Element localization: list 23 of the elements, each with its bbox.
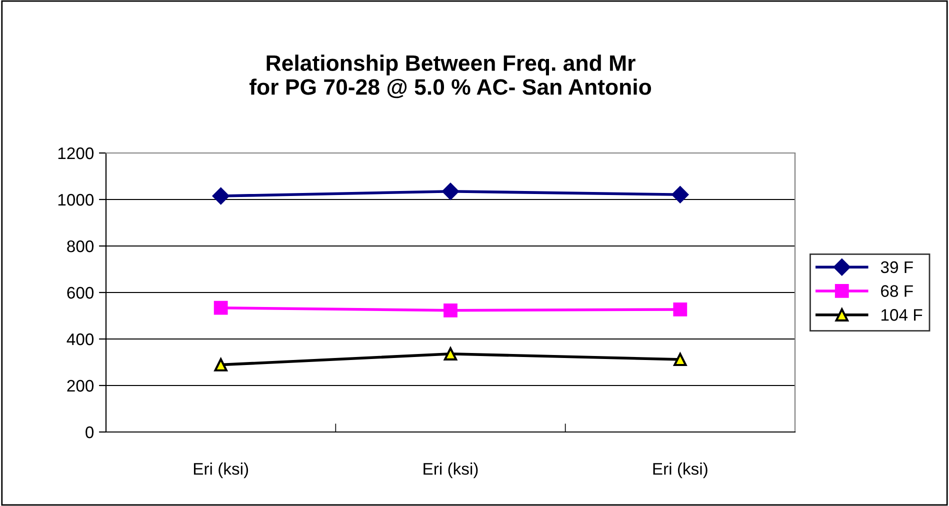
point xyxy=(214,300,228,315)
point xyxy=(674,352,687,366)
y-tick-label: 1200 xyxy=(58,147,94,160)
y-tick-label: 600 xyxy=(67,286,94,299)
y-tick-label: 1000 xyxy=(58,194,94,206)
point xyxy=(442,182,460,200)
x-tick-label: Eri (ksi) xyxy=(194,462,248,478)
point xyxy=(673,302,688,316)
x-tick-label: Eri (ksi) xyxy=(653,462,708,478)
y-tick-label: 200 xyxy=(67,380,94,392)
legend-label: 104 F xyxy=(881,309,922,321)
legend-label: 68 F xyxy=(881,285,913,297)
chart-title: Relationship Between Freq. and Mr for PG 70-28 @ 5.0 % AC- San Antonio xyxy=(249,54,652,98)
x-tick-label: Eri (ksi) xyxy=(424,462,478,478)
y-tick-label: 0 xyxy=(86,426,94,438)
point xyxy=(444,347,458,360)
legend-label: 39 F xyxy=(880,261,913,274)
point xyxy=(444,303,458,318)
point xyxy=(212,187,230,205)
y-tick-label: 800 xyxy=(67,240,94,252)
y-tick-label: 400 xyxy=(66,333,94,346)
point xyxy=(214,358,228,372)
point xyxy=(672,186,689,204)
